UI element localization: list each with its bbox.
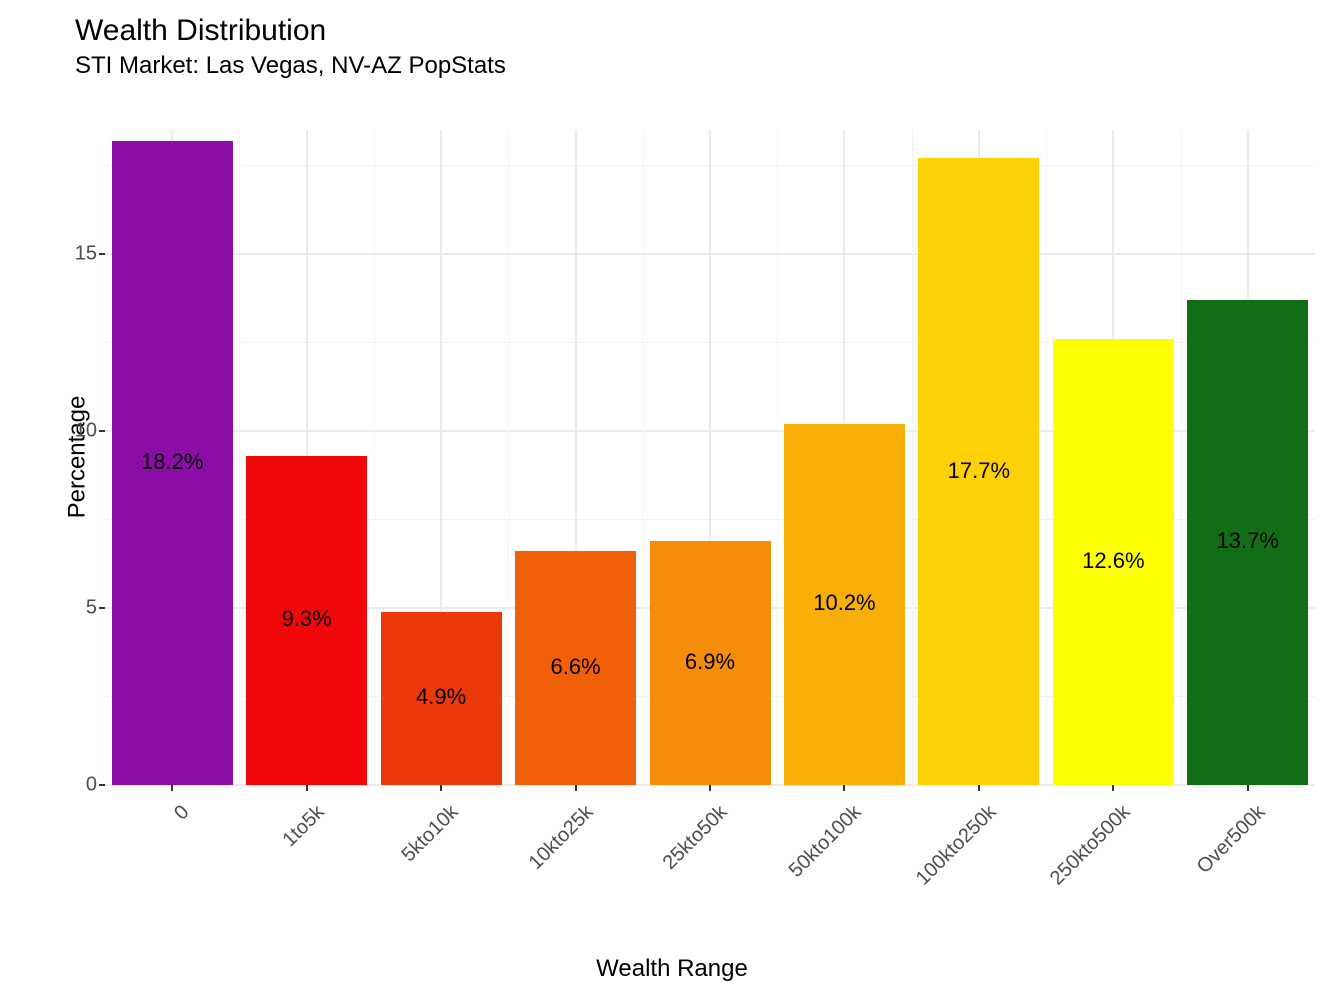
gridline-v-minor [1046,130,1047,785]
y-axis: 051015 [60,130,105,785]
x-tick-mark [709,785,711,791]
gridline-v-minor [777,130,778,785]
x-tick-label: 50kto100k [785,801,867,883]
x-tick-label: 5kto10k [398,801,464,867]
x-tick-label: 100kto250k [912,801,1001,890]
bar-value-label: 13.7% [1187,528,1308,554]
x-tick-label: Over500k [1192,801,1270,879]
bar-value-label: 9.3% [246,606,367,632]
x-tick-label: 0 [170,801,194,825]
x-tick-mark [1112,785,1114,791]
y-tick-label: 15 [75,242,97,265]
gridline-v-minor [643,130,644,785]
bar-value-label: 6.9% [650,649,771,675]
x-tick-label: 1to5k [278,801,329,852]
bar: 12.6% [1053,339,1174,785]
x-tick-label: 25kto50k [659,801,733,875]
bar: 18.2% [112,141,233,785]
x-axis-title: Wealth Range [0,955,1344,983]
bar-value-label: 10.2% [784,590,905,616]
bar: 13.7% [1187,300,1308,785]
bar-value-label: 17.7% [918,458,1039,484]
x-tick-mark [1247,785,1249,791]
y-tick-label: 10 [75,419,97,442]
bar: 4.9% [381,612,502,785]
wealth-distribution-chart: Wealth Distribution STI Market: Las Vega… [0,0,1344,1008]
bar: 9.3% [246,456,367,785]
y-tick-label: 0 [86,774,97,797]
gridline-v-minor [1181,130,1182,785]
bar-value-label: 18.2% [112,449,233,475]
bar: 6.9% [650,541,771,785]
bar: 10.2% [784,424,905,785]
chart-subtitle: STI Market: Las Vegas, NV-AZ PopStats [75,52,506,80]
gridline-v-minor [374,130,375,785]
x-tick-mark [306,785,308,791]
bar-value-label: 12.6% [1053,548,1174,574]
y-tick-label: 5 [86,596,97,619]
gridline-v-minor [912,130,913,785]
x-tick-mark [171,785,173,791]
chart-title-block: Wealth Distribution STI Market: Las Vega… [75,14,506,80]
x-tick-mark [843,785,845,791]
gridline-v-minor [508,130,509,785]
x-tick-label: 250kto500k [1046,801,1135,890]
bar-value-label: 4.9% [381,684,502,710]
x-tick-mark [575,785,577,791]
x-tick-mark [440,785,442,791]
gridline-v-minor [239,130,240,785]
x-axis: 0 1to5k 5kto10k 10kto25k 25kto50k 50kto100k 10… [105,785,1315,945]
bar: 17.7% [918,158,1039,785]
plot-area: 18.2% 9.3% 4.9% 6.6% 6.9% 10.2% 17.7% 12.6% 13.7… [105,130,1315,785]
x-tick-label: 10kto25k [524,801,598,875]
bar: 6.6% [515,551,636,785]
bar-value-label: 6.6% [515,654,636,680]
x-tick-mark [978,785,980,791]
chart-title: Wealth Distribution [75,14,506,48]
